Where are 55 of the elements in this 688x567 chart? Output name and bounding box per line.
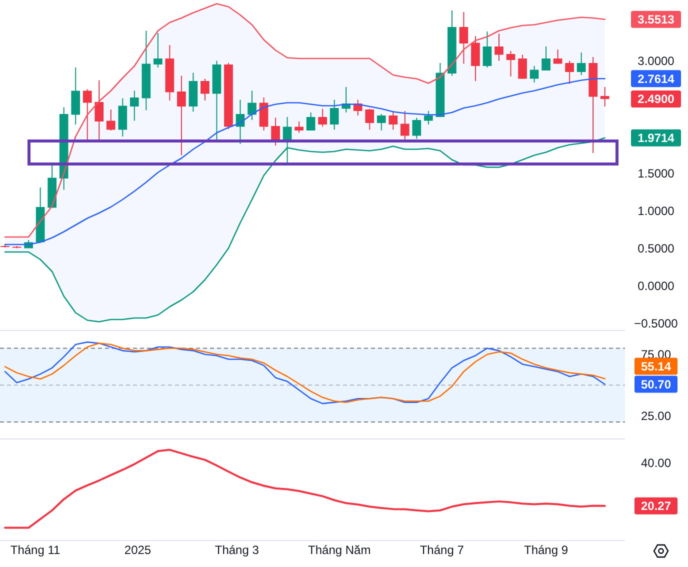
candlestick bbox=[130, 90, 139, 122]
candlestick bbox=[71, 67, 80, 125]
candlestick bbox=[306, 112, 316, 131]
candlestick bbox=[365, 108, 374, 130]
y-tick-label: 20.27 bbox=[640, 499, 672, 514]
candlestick bbox=[459, 12, 468, 64]
y-tick-label: −0.5000 bbox=[634, 316, 678, 330]
candlestick bbox=[200, 78, 210, 101]
candlestick bbox=[330, 99, 339, 130]
y-tick-label: 25.00 bbox=[640, 409, 672, 424]
y-tick-label: 50.70 bbox=[640, 377, 672, 392]
x-tick-label: Tháng Năm bbox=[308, 543, 371, 557]
y-tick-label: 3.5513 bbox=[638, 12, 675, 27]
x-tick-label: 2025 bbox=[124, 543, 152, 557]
x-tick-label: Tháng 11 bbox=[10, 543, 61, 557]
candlestick bbox=[530, 66, 539, 83]
y-tick-label: 1.9714 bbox=[638, 131, 675, 146]
candlestick bbox=[482, 31, 492, 68]
y-tick-label: 1.5000 bbox=[638, 166, 675, 180]
candlestick bbox=[576, 52, 586, 76]
y-tick-label: 1.0000 bbox=[638, 204, 675, 218]
x-tick-label: Tháng 9 bbox=[524, 543, 568, 557]
candlestick bbox=[259, 97, 268, 131]
candlestick bbox=[542, 46, 550, 71]
candlestick bbox=[494, 33, 504, 62]
candlestick bbox=[376, 114, 386, 131]
candlestick bbox=[553, 49, 562, 64]
candlestick bbox=[248, 90, 256, 120]
candlestick bbox=[412, 117, 422, 140]
candlestick bbox=[388, 110, 398, 130]
candlestick bbox=[518, 54, 527, 80]
x-tick-label: Tháng 7 bbox=[420, 543, 464, 557]
x-tick-label: Tháng 3 bbox=[214, 543, 260, 557]
y-tick-label: 0.0000 bbox=[638, 278, 675, 293]
y-tick-label: 40.00 bbox=[640, 456, 672, 470]
candlestick bbox=[177, 75, 186, 156]
candlestick bbox=[471, 36, 480, 82]
text: 55.14 bbox=[640, 359, 672, 374]
candlestick bbox=[154, 32, 162, 68]
candlestick bbox=[318, 108, 327, 128]
candlestick bbox=[600, 86, 610, 107]
line-series bbox=[4, 3, 606, 238]
y-tick-label: 0.5000 bbox=[638, 241, 675, 256]
candlestick bbox=[118, 98, 128, 137]
y-tick-label: 3.0000 bbox=[638, 54, 675, 68]
candlestick bbox=[424, 110, 433, 125]
line-series bbox=[4, 448, 606, 529]
candlestick bbox=[294, 121, 304, 134]
y-tick-label: 2.7614 bbox=[638, 72, 675, 86]
candlestick bbox=[506, 50, 516, 77]
candlestick bbox=[106, 109, 116, 131]
candlestick bbox=[94, 80, 104, 140]
candlestick bbox=[400, 110, 410, 142]
candlestick bbox=[565, 60, 574, 84]
y-tick-label: 2.4900 bbox=[638, 92, 675, 106]
